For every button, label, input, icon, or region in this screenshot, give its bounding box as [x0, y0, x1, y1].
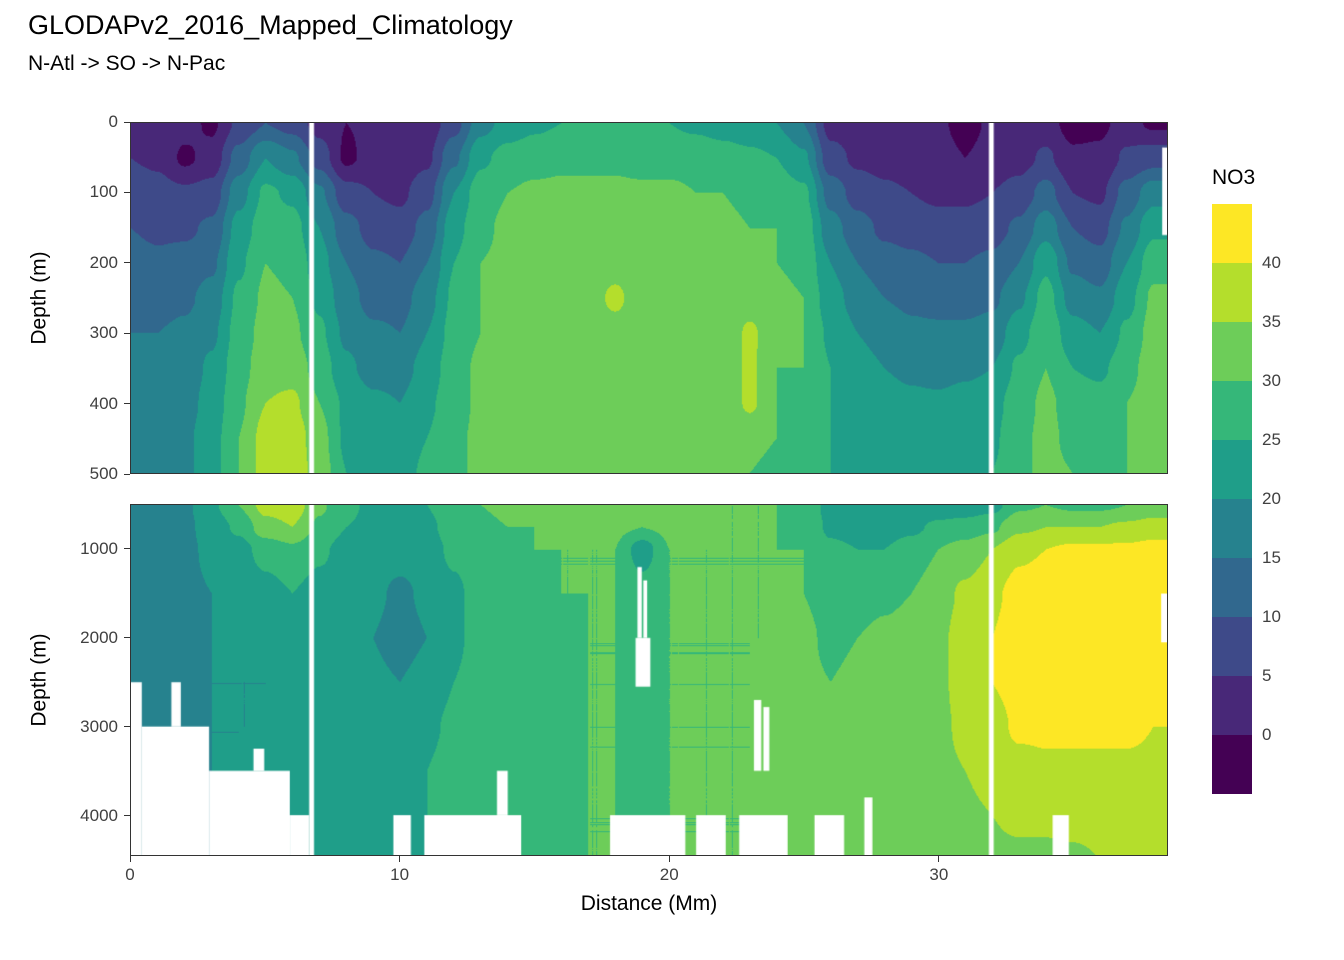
legend-segment [1212, 322, 1252, 381]
legend-title: NO3 [1212, 166, 1256, 189]
x-tick-mark [129, 856, 131, 862]
legend-segment [1212, 676, 1252, 735]
x-tick-label: 20 [659, 865, 679, 884]
legend-segment [1212, 381, 1252, 440]
legend-tick-label: 40 [1262, 253, 1281, 272]
y-tick-mark [124, 815, 130, 817]
legend-tick-label: 15 [1262, 548, 1281, 567]
legend-segment [1212, 263, 1252, 322]
x-tick-label: 10 [390, 865, 410, 884]
legend-tick-label: 20 [1262, 489, 1281, 508]
y-tick-mark [124, 262, 130, 264]
y-tick-label: 200 [89, 252, 118, 272]
y-tick-mark [124, 191, 130, 193]
y-tick-label: 100 [89, 182, 118, 202]
legend-tick-label: 5 [1262, 666, 1272, 685]
legend-colorbar [1212, 204, 1252, 794]
y-tick-label: 300 [89, 323, 118, 343]
y-tick-mark [124, 473, 130, 475]
x-axis-title: Distance (Mm) [580, 892, 718, 915]
y-tick-mark [124, 403, 130, 405]
legend-tick-label: 0 [1262, 725, 1272, 744]
legend-tick-label: 30 [1262, 371, 1281, 390]
x-tick-label: 30 [929, 865, 949, 884]
plot-title: GLODAPv2_2016_Mapped_Climatology [28, 10, 513, 40]
y-axis-title-upper: Depth (m) [28, 251, 52, 345]
y-tick-label: 500 [89, 464, 118, 483]
y-tick-mark [124, 637, 130, 639]
x-tick-label: 0 [125, 865, 135, 884]
y-tick-label: 4000 [80, 805, 118, 825]
legend-segment [1212, 617, 1252, 676]
legend-tick-label: 10 [1262, 607, 1281, 626]
y-tick-label: 1000 [80, 538, 118, 558]
legend-segment [1212, 558, 1252, 617]
legend-segment [1212, 735, 1252, 794]
y-tick-mark [124, 121, 130, 123]
legend-tick-label: 25 [1262, 430, 1281, 449]
y-tick-mark [124, 548, 130, 550]
x-tick-mark [938, 856, 940, 862]
y-tick-label: 400 [89, 393, 118, 413]
y-axis-title-lower: Depth (m) [28, 633, 52, 727]
x-tick-mark [399, 856, 401, 862]
lower-contour-panel [130, 504, 1168, 856]
legend-segment [1212, 499, 1252, 558]
y-tick-mark [124, 332, 130, 334]
upper-contour-canvas [131, 123, 1167, 473]
y-tick-label: 3000 [80, 716, 118, 736]
y-tick-label: 2000 [80, 627, 118, 647]
y-tick-mark [124, 726, 130, 728]
legend-segment [1212, 204, 1252, 263]
legend-segment [1212, 440, 1252, 499]
upper-contour-panel [130, 122, 1168, 474]
plot-subtitle: N-Atl -> SO -> N-Pac [28, 52, 226, 75]
x-tick-mark [668, 856, 670, 862]
lower-contour-canvas [131, 505, 1167, 855]
y-tick-label: 0 [108, 112, 118, 131]
legend-tick-label: 35 [1262, 312, 1281, 331]
